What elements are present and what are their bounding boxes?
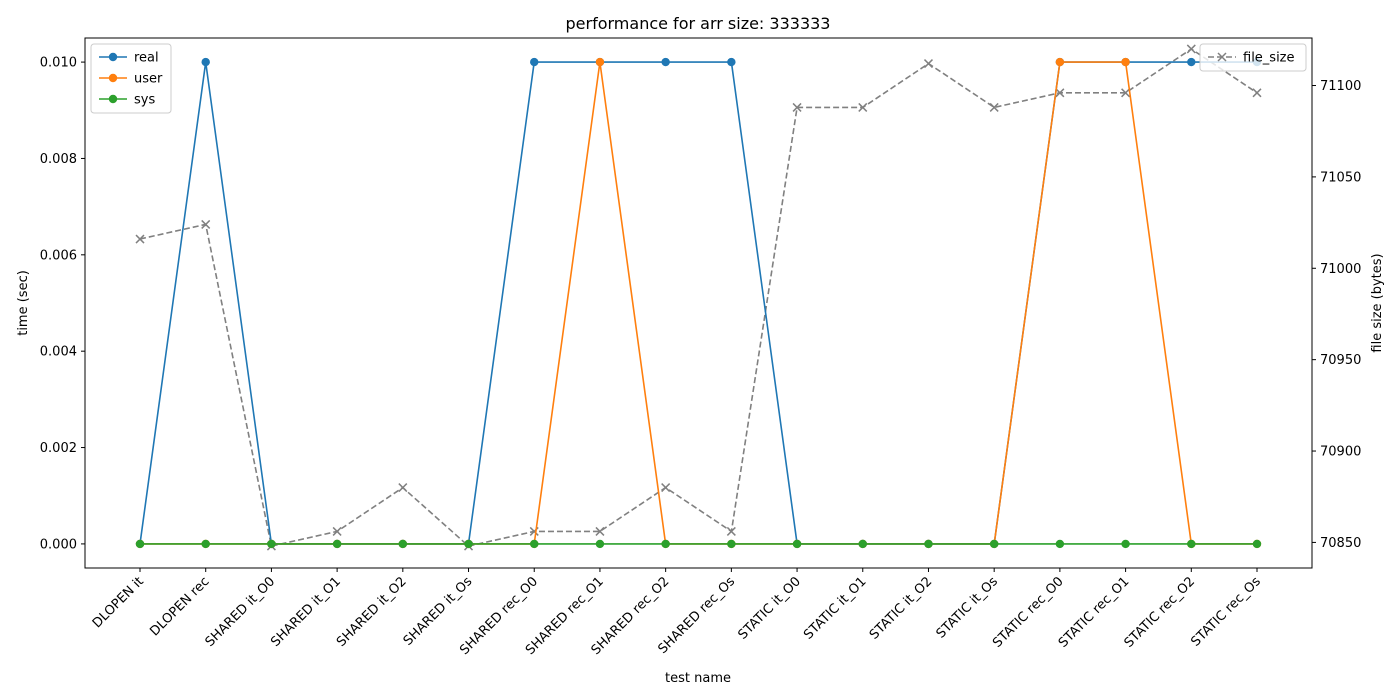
x-tick-label: SHARED it_O1: [268, 574, 344, 650]
data-point: [332, 539, 342, 549]
plot-frame: [84, 37, 1313, 569]
data-point: [989, 539, 999, 549]
x-axis-label: test name: [665, 671, 731, 686]
legend-marker: [108, 52, 118, 62]
x-tick-label: STATIC rec_Os: [1188, 574, 1264, 650]
y-axis-label: time (sec): [16, 270, 31, 336]
data-point: [201, 57, 210, 67]
data-point: [1187, 57, 1196, 67]
y-tick-label: 0.000: [40, 537, 77, 552]
legend-item: user: [99, 72, 163, 87]
data-point: [1252, 88, 1262, 98]
data-point: [727, 539, 736, 549]
legend-item: sys: [99, 93, 155, 108]
x-tick-label: DLOPEN rec: [147, 574, 212, 639]
y2-tick-label: 71050: [1320, 170, 1361, 185]
data-point: [1121, 539, 1130, 549]
data-point: [464, 539, 473, 549]
data-point: [1055, 88, 1065, 98]
y2-tick-label: 70950: [1320, 353, 1361, 368]
data-point: [1186, 44, 1196, 54]
legend-item: file_size: [1208, 51, 1295, 66]
data-point: [792, 539, 802, 549]
legend-marker: [108, 73, 118, 83]
y2-tick-label: 71100: [1320, 79, 1361, 94]
data-point: [1055, 539, 1065, 549]
data-point: [661, 539, 670, 549]
x-tick-label: STATIC it_Os: [934, 574, 1002, 642]
x-tick-label: SHARED it_Os: [401, 574, 476, 649]
legend-label: sys: [134, 93, 155, 108]
data-point: [1055, 57, 1065, 67]
data-point: [1252, 539, 1262, 549]
legend-label: file_size: [1243, 51, 1295, 66]
data-point: [924, 539, 933, 549]
series-line: [139, 48, 1258, 548]
x-tick-label: SHARED it_O2: [334, 574, 410, 650]
y2-tick-label: 70900: [1320, 445, 1361, 460]
y2-tick-label: 71000: [1320, 262, 1361, 277]
x-tick-label: STATIC rec_O2: [1122, 574, 1199, 651]
data-point: [135, 234, 145, 244]
plot-area: [85, 38, 1312, 568]
data-point: [1121, 57, 1130, 67]
legend-marker: [108, 94, 118, 104]
data-point: [595, 539, 605, 549]
data-point: [661, 57, 670, 67]
y-tick-label: 0.006: [40, 248, 77, 263]
y-tick-label: 0.004: [40, 345, 77, 360]
data-point: [135, 539, 145, 549]
chart-title: performance for arr size: 333333: [566, 14, 831, 33]
legend-item: real: [99, 51, 159, 66]
data-point: [989, 102, 999, 112]
data-point: [858, 539, 867, 549]
data-point: [398, 539, 408, 549]
data-point: [530, 539, 539, 549]
legend-marker: [1217, 52, 1227, 62]
data-point: [530, 57, 539, 67]
legend-layer: real user sys file_size: [90, 43, 1307, 114]
legend-right: file_size: [1199, 43, 1307, 72]
data-point: [661, 483, 671, 493]
legend-label: real: [134, 51, 159, 66]
y-tick-label: 0.008: [40, 152, 77, 167]
data-point: [332, 526, 342, 536]
legend-left: real user sys: [90, 43, 172, 114]
data-point: [923, 59, 934, 69]
data-point: [726, 526, 736, 536]
data-point: [595, 57, 605, 67]
x-tick-label: SHARED it_O0: [203, 574, 279, 650]
series-sys: [135, 539, 1262, 549]
x-tick-label: DLOPEN it: [90, 574, 147, 631]
x-tick-label: STATIC rec_O0: [990, 574, 1067, 651]
data-point: [201, 219, 211, 229]
x-tick-label: STATIC it_O2: [867, 574, 935, 642]
data-point: [1187, 539, 1196, 549]
series-layer: [135, 44, 1262, 551]
plot-background: [85, 38, 1312, 568]
y-tick-label: 0.002: [40, 441, 77, 456]
y2-axis-label: file size (bytes): [1370, 253, 1385, 352]
data-point: [398, 483, 408, 493]
data-point: [267, 539, 276, 549]
legend-frame: [1199, 43, 1307, 72]
y-tick-label: 0.010: [40, 56, 77, 71]
data-point: [1121, 88, 1131, 98]
legend-label: user: [134, 72, 163, 87]
data-point: [858, 102, 868, 112]
y2-tick-label: 70850: [1320, 536, 1361, 551]
x-tick-label: STATIC it_O1: [801, 574, 869, 642]
data-point: [792, 102, 802, 112]
data-point: [201, 539, 210, 549]
data-point: [595, 526, 605, 536]
x-tick-label: STATIC rec_O1: [1056, 574, 1133, 651]
data-point: [727, 57, 736, 67]
x-tick-label: STATIC it_O0: [735, 574, 803, 642]
